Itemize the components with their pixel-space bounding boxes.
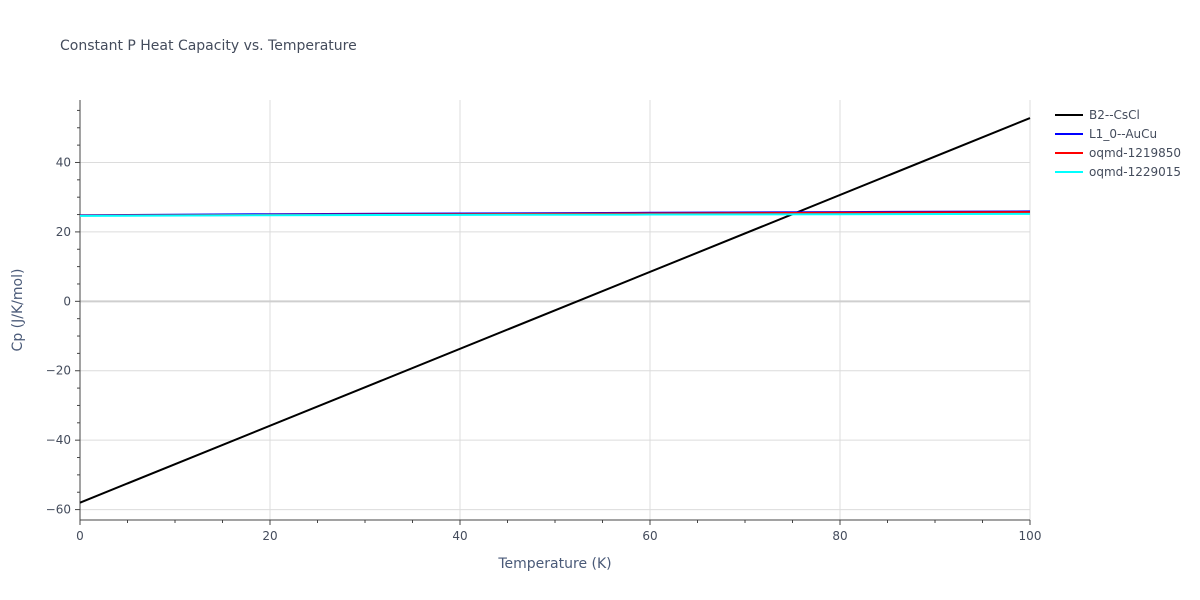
x-tick-label: 100 xyxy=(1019,529,1042,543)
x-tick-label: 40 xyxy=(452,529,467,543)
chart-axes: 0 20 40 60 80 100 −60 −40 −20 0 20 40 xyxy=(46,100,1042,543)
y-tick-label: −60 xyxy=(46,503,71,517)
series-line-4 xyxy=(79,212,1031,217)
x-tick-label: 0 xyxy=(76,529,84,543)
legend-item[interactable]: oqmd-1229015 xyxy=(1055,165,1181,179)
legend-item[interactable]: oqmd-1219850 xyxy=(1055,146,1181,160)
series-line-1 xyxy=(79,117,1031,504)
y-axis-title: Cp (J/K/mol) xyxy=(10,269,26,352)
legend-label: L1_0--AuCu xyxy=(1089,127,1157,141)
chart-title: Constant P Heat Capacity vs. Temperature xyxy=(60,38,357,54)
x-tick-label: 80 xyxy=(832,529,847,543)
x-tick-label: 60 xyxy=(642,529,657,543)
legend-label: oqmd-1229015 xyxy=(1089,165,1181,179)
legend-item[interactable]: B2--CsCl xyxy=(1055,108,1140,122)
x-tick-label: 20 xyxy=(262,529,277,543)
chart-legend[interactable]: B2--CsCl L1_0--AuCu oqmd-1219850 oqmd-12290… xyxy=(1055,108,1181,179)
legend-item[interactable]: L1_0--AuCu xyxy=(1055,127,1157,141)
chart-series xyxy=(79,117,1031,504)
y-tick-label: −20 xyxy=(46,364,71,378)
legend-label: B2--CsCl xyxy=(1089,108,1140,122)
x-axis-title: Temperature (K) xyxy=(497,556,611,572)
legend-label: oqmd-1219850 xyxy=(1089,146,1181,160)
y-tick-label: −40 xyxy=(46,433,71,447)
y-tick-label: 40 xyxy=(56,155,71,169)
y-tick-label: 0 xyxy=(63,294,71,308)
y-tick-label: 20 xyxy=(56,225,71,239)
chart-grid xyxy=(80,100,1031,520)
